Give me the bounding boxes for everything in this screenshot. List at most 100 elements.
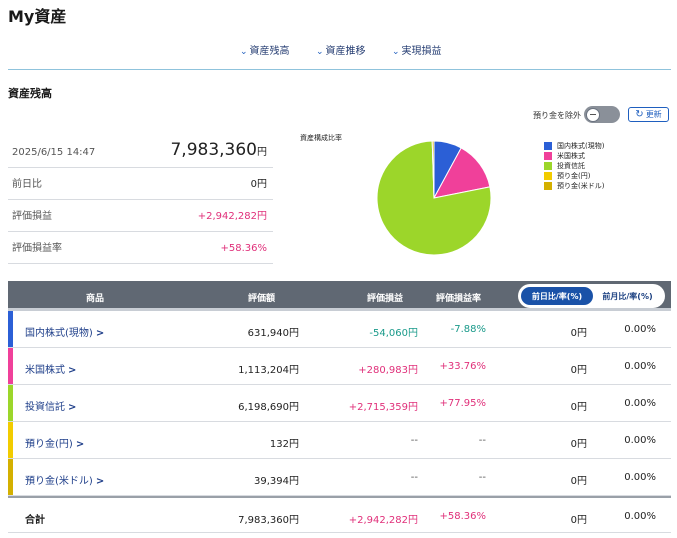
- row-pl-rate: --: [478, 435, 486, 446]
- legend-item: 投資信託: [544, 161, 604, 171]
- product-name: 預り金(米ドル): [25, 476, 93, 487]
- balance-summary: 2025/6/15 14:47 7,983,360円 前日比 0円 評価損益 +…: [8, 130, 273, 264]
- chevron-right-icon: >: [75, 439, 85, 450]
- summary-datetime: 2025/6/15 14:47: [12, 147, 96, 158]
- category-color-bar: [8, 459, 13, 495]
- comparison-toggle: 前日比/率(%) 前月比/率(%): [518, 284, 665, 308]
- row-pl: +2,715,359円: [348, 402, 418, 413]
- product-name: 投資信託: [25, 402, 65, 413]
- pie-slice: [376, 140, 492, 256]
- total-pl-rate: +58.36%: [439, 511, 486, 522]
- refresh-button[interactable]: ↻ 更新: [628, 107, 669, 122]
- exclude-deposit-label: 預り金を除外: [533, 111, 581, 120]
- legend-item: 預り金(米ドル): [544, 181, 604, 191]
- category-color-bar: [8, 348, 13, 384]
- legend-item: 米国株式: [544, 151, 604, 161]
- monthly-comparison-tab[interactable]: 前月比/率(%): [602, 291, 653, 301]
- subnav-history-link[interactable]: ⌄ 資産推移: [316, 42, 366, 57]
- section-title: 資産残高: [8, 87, 52, 100]
- chevron-right-icon: >: [95, 328, 105, 339]
- daily-comparison-tab[interactable]: 前日比/率(%): [521, 287, 593, 305]
- summary-value: 0円: [250, 179, 267, 190]
- table-row: 国内株式(現物) >631,940円 -54,060円 -7.88% 0円 0.00%: [8, 311, 671, 348]
- product-name: 預り金(円): [25, 439, 73, 450]
- row-value: 1,113,204円: [238, 365, 299, 376]
- total-value: 7,983,360円: [238, 515, 299, 526]
- subnav-realized-link[interactable]: ⌄ 実現損益: [392, 42, 442, 57]
- toggle-knob: [586, 107, 600, 122]
- row-product-link[interactable]: 米国株式 >: [25, 361, 76, 376]
- row-pl-rate: -7.88%: [450, 324, 486, 335]
- row-diff: 0円: [570, 328, 587, 339]
- summary-label: 評価損益率: [12, 243, 62, 254]
- total-diff: 0円: [570, 515, 587, 526]
- allocation-pie-chart: [376, 140, 492, 256]
- subnav-balance-link[interactable]: ⌄ 資産残高: [240, 42, 290, 57]
- sub-navigation: ⌄ 資産残高 ⌄ 資産推移 ⌄ 実現損益: [0, 42, 677, 62]
- legend-swatch: [544, 182, 552, 190]
- legend-swatch: [544, 142, 552, 150]
- header-product: 商品: [86, 294, 105, 304]
- row-product-link[interactable]: 預り金(米ドル) >: [25, 472, 104, 487]
- summary-row-daily: 前日比 0円: [8, 168, 273, 200]
- row-value: 39,394円: [254, 476, 299, 487]
- product-name: 国内株式(現物): [25, 328, 93, 339]
- chevron-down-icon: ⌄: [316, 47, 324, 57]
- total-label: 合計: [25, 515, 45, 526]
- exclude-deposit-toggle[interactable]: [584, 106, 620, 123]
- row-product-link[interactable]: 国内株式(現物) >: [25, 324, 104, 339]
- chevron-down-icon: ⌄: [392, 47, 400, 57]
- total-amount: 7,983,360: [170, 140, 257, 160]
- table-row: 預り金(円) >132円 -- -- 0円 0.00%: [8, 422, 671, 459]
- summary-total-row: 2025/6/15 14:47 7,983,360円: [8, 130, 273, 168]
- legend-label: 投資信託: [557, 162, 585, 170]
- legend-swatch: [544, 162, 552, 170]
- product-name: 米国株式: [25, 365, 65, 376]
- row-diff: 0円: [570, 365, 587, 376]
- refresh-icon: ↻: [635, 108, 644, 120]
- legend-label: 預り金(円): [557, 172, 591, 180]
- row-product-link[interactable]: 預り金(円) >: [25, 435, 84, 450]
- table-header: 商品 評価額 評価損益 評価損益率 前日比/率(%) 前月比/率(%): [8, 281, 671, 311]
- row-pl: --: [410, 435, 418, 446]
- row-diff-rate: 0.00%: [624, 472, 656, 483]
- chevron-right-icon: >: [95, 476, 105, 487]
- row-product-link[interactable]: 投資信託 >: [25, 398, 76, 413]
- table-row: 米国株式 >1,113,204円 +280,983円 +33.76% 0円 0.00%: [8, 348, 671, 385]
- subnav-label: 資産残高: [249, 46, 290, 57]
- chevron-right-icon: >: [68, 402, 77, 413]
- row-pl: +280,983円: [358, 365, 418, 376]
- category-color-bar: [8, 422, 13, 458]
- subnav-label: 資産推移: [325, 46, 366, 57]
- row-pl-rate: +33.76%: [439, 361, 486, 372]
- header-value: 評価額: [248, 294, 276, 304]
- holdings-table: 商品 評価額 評価損益 評価損益率 前日比/率(%) 前月比/率(%) 国内株式…: [8, 281, 671, 533]
- row-diff: 0円: [570, 402, 587, 413]
- chart-title: 資産構成比率: [300, 134, 342, 142]
- table-row: 預り金(米ドル) >39,394円 -- -- 0円 0.00%: [8, 459, 671, 496]
- row-diff-rate: 0.00%: [624, 324, 656, 335]
- page-title: My資産: [8, 7, 67, 26]
- summary-total-value: 7,983,360円: [170, 140, 267, 160]
- total-unit: 円: [257, 147, 267, 158]
- summary-value: +2,942,282円: [197, 211, 267, 222]
- legend-label: 国内株式(現物): [557, 142, 605, 150]
- chart-legend: 国内株式(現物) 米国株式投資信託預り金(円) 預り金(米ドル): [544, 141, 604, 191]
- summary-label: 前日比: [12, 179, 42, 190]
- row-value: 132円: [269, 439, 299, 450]
- category-color-bar: [8, 311, 13, 347]
- legend-label: 預り金(米ドル): [557, 182, 605, 190]
- legend-swatch: [544, 172, 552, 180]
- row-pl-rate: +77.95%: [439, 398, 486, 409]
- row-diff-rate: 0.00%: [624, 398, 656, 409]
- chevron-right-icon: >: [68, 365, 77, 376]
- table-row: 投資信託 >6,198,690円 +2,715,359円 +77.95% 0円 0.00%: [8, 385, 671, 422]
- divider: [8, 69, 671, 70]
- summary-value: +58.36%: [220, 243, 267, 254]
- row-diff-rate: 0.00%: [624, 435, 656, 446]
- row-pl: -54,060円: [369, 328, 418, 339]
- legend-label: 米国株式: [557, 152, 585, 160]
- summary-row-pl-rate: 評価損益率 +58.36%: [8, 232, 273, 264]
- category-color-bar: [8, 385, 13, 421]
- row-diff-rate: 0.00%: [624, 361, 656, 372]
